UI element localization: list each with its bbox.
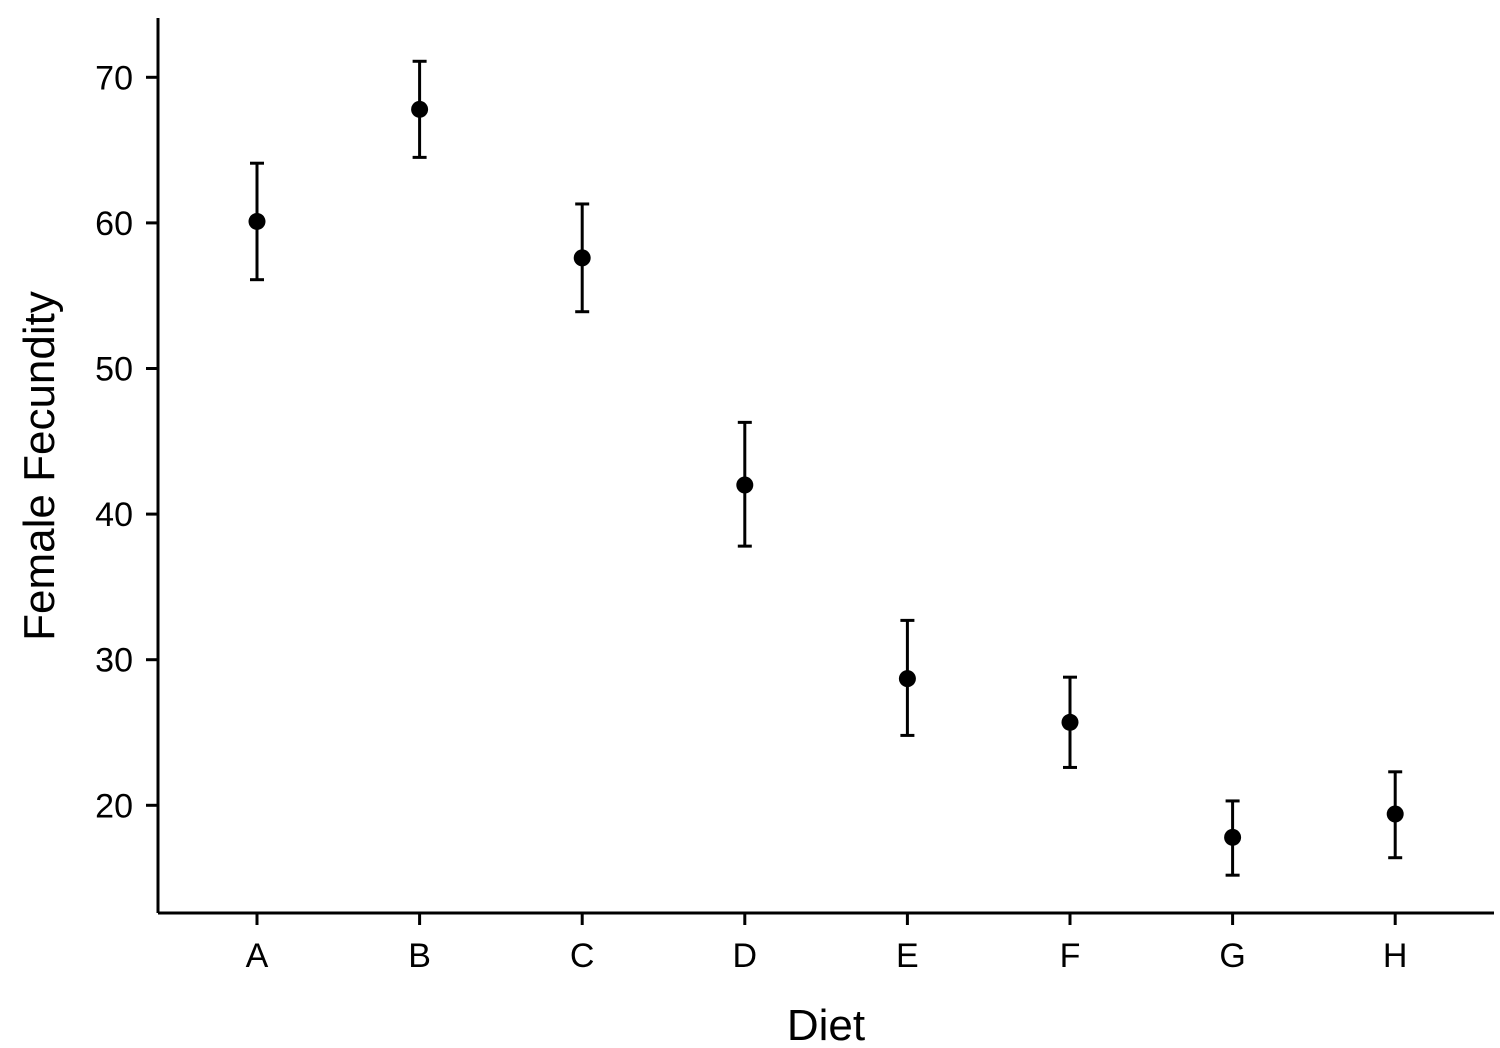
x-axis-ticks: A B C D E F G H — [246, 913, 1408, 975]
data-point — [248, 212, 266, 230]
data-point-group — [898, 618, 916, 737]
data-point-group — [573, 202, 591, 314]
y-tick-label: 70 — [95, 59, 133, 97]
data-point-group — [248, 161, 266, 282]
y-tick-label: 50 — [95, 351, 133, 389]
data-point-group — [1224, 799, 1242, 877]
y-tick-label: 60 — [95, 205, 133, 243]
data-point — [1224, 828, 1242, 846]
plot-marks — [248, 59, 1404, 877]
x-tick-label: E — [896, 937, 919, 975]
data-point-group — [1386, 770, 1404, 860]
y-tick-label: 40 — [95, 496, 133, 534]
x-tick-label: A — [246, 937, 269, 975]
y-axis-ticks: 20 30 40 50 60 70 — [95, 59, 158, 825]
x-tick-label: H — [1383, 937, 1408, 975]
data-point — [573, 249, 591, 267]
data-point — [411, 100, 429, 118]
data-point — [1061, 713, 1079, 731]
y-tick-label: 20 — [95, 787, 133, 825]
x-tick-label: F — [1060, 937, 1081, 975]
data-point-group — [1061, 675, 1079, 769]
data-point-group — [736, 420, 754, 548]
data-point — [736, 476, 754, 494]
x-tick-label: C — [570, 937, 595, 975]
x-tick-label: B — [408, 937, 431, 975]
data-point — [1386, 805, 1404, 823]
x-tick-label: G — [1219, 937, 1245, 975]
y-tick-label: 30 — [95, 642, 133, 680]
y-axis-title: Female Fecundity — [15, 291, 64, 641]
data-point-group — [411, 59, 429, 159]
data-point — [898, 670, 916, 688]
x-tick-label: D — [733, 937, 758, 975]
x-axis-title: Diet — [787, 1001, 865, 1048]
